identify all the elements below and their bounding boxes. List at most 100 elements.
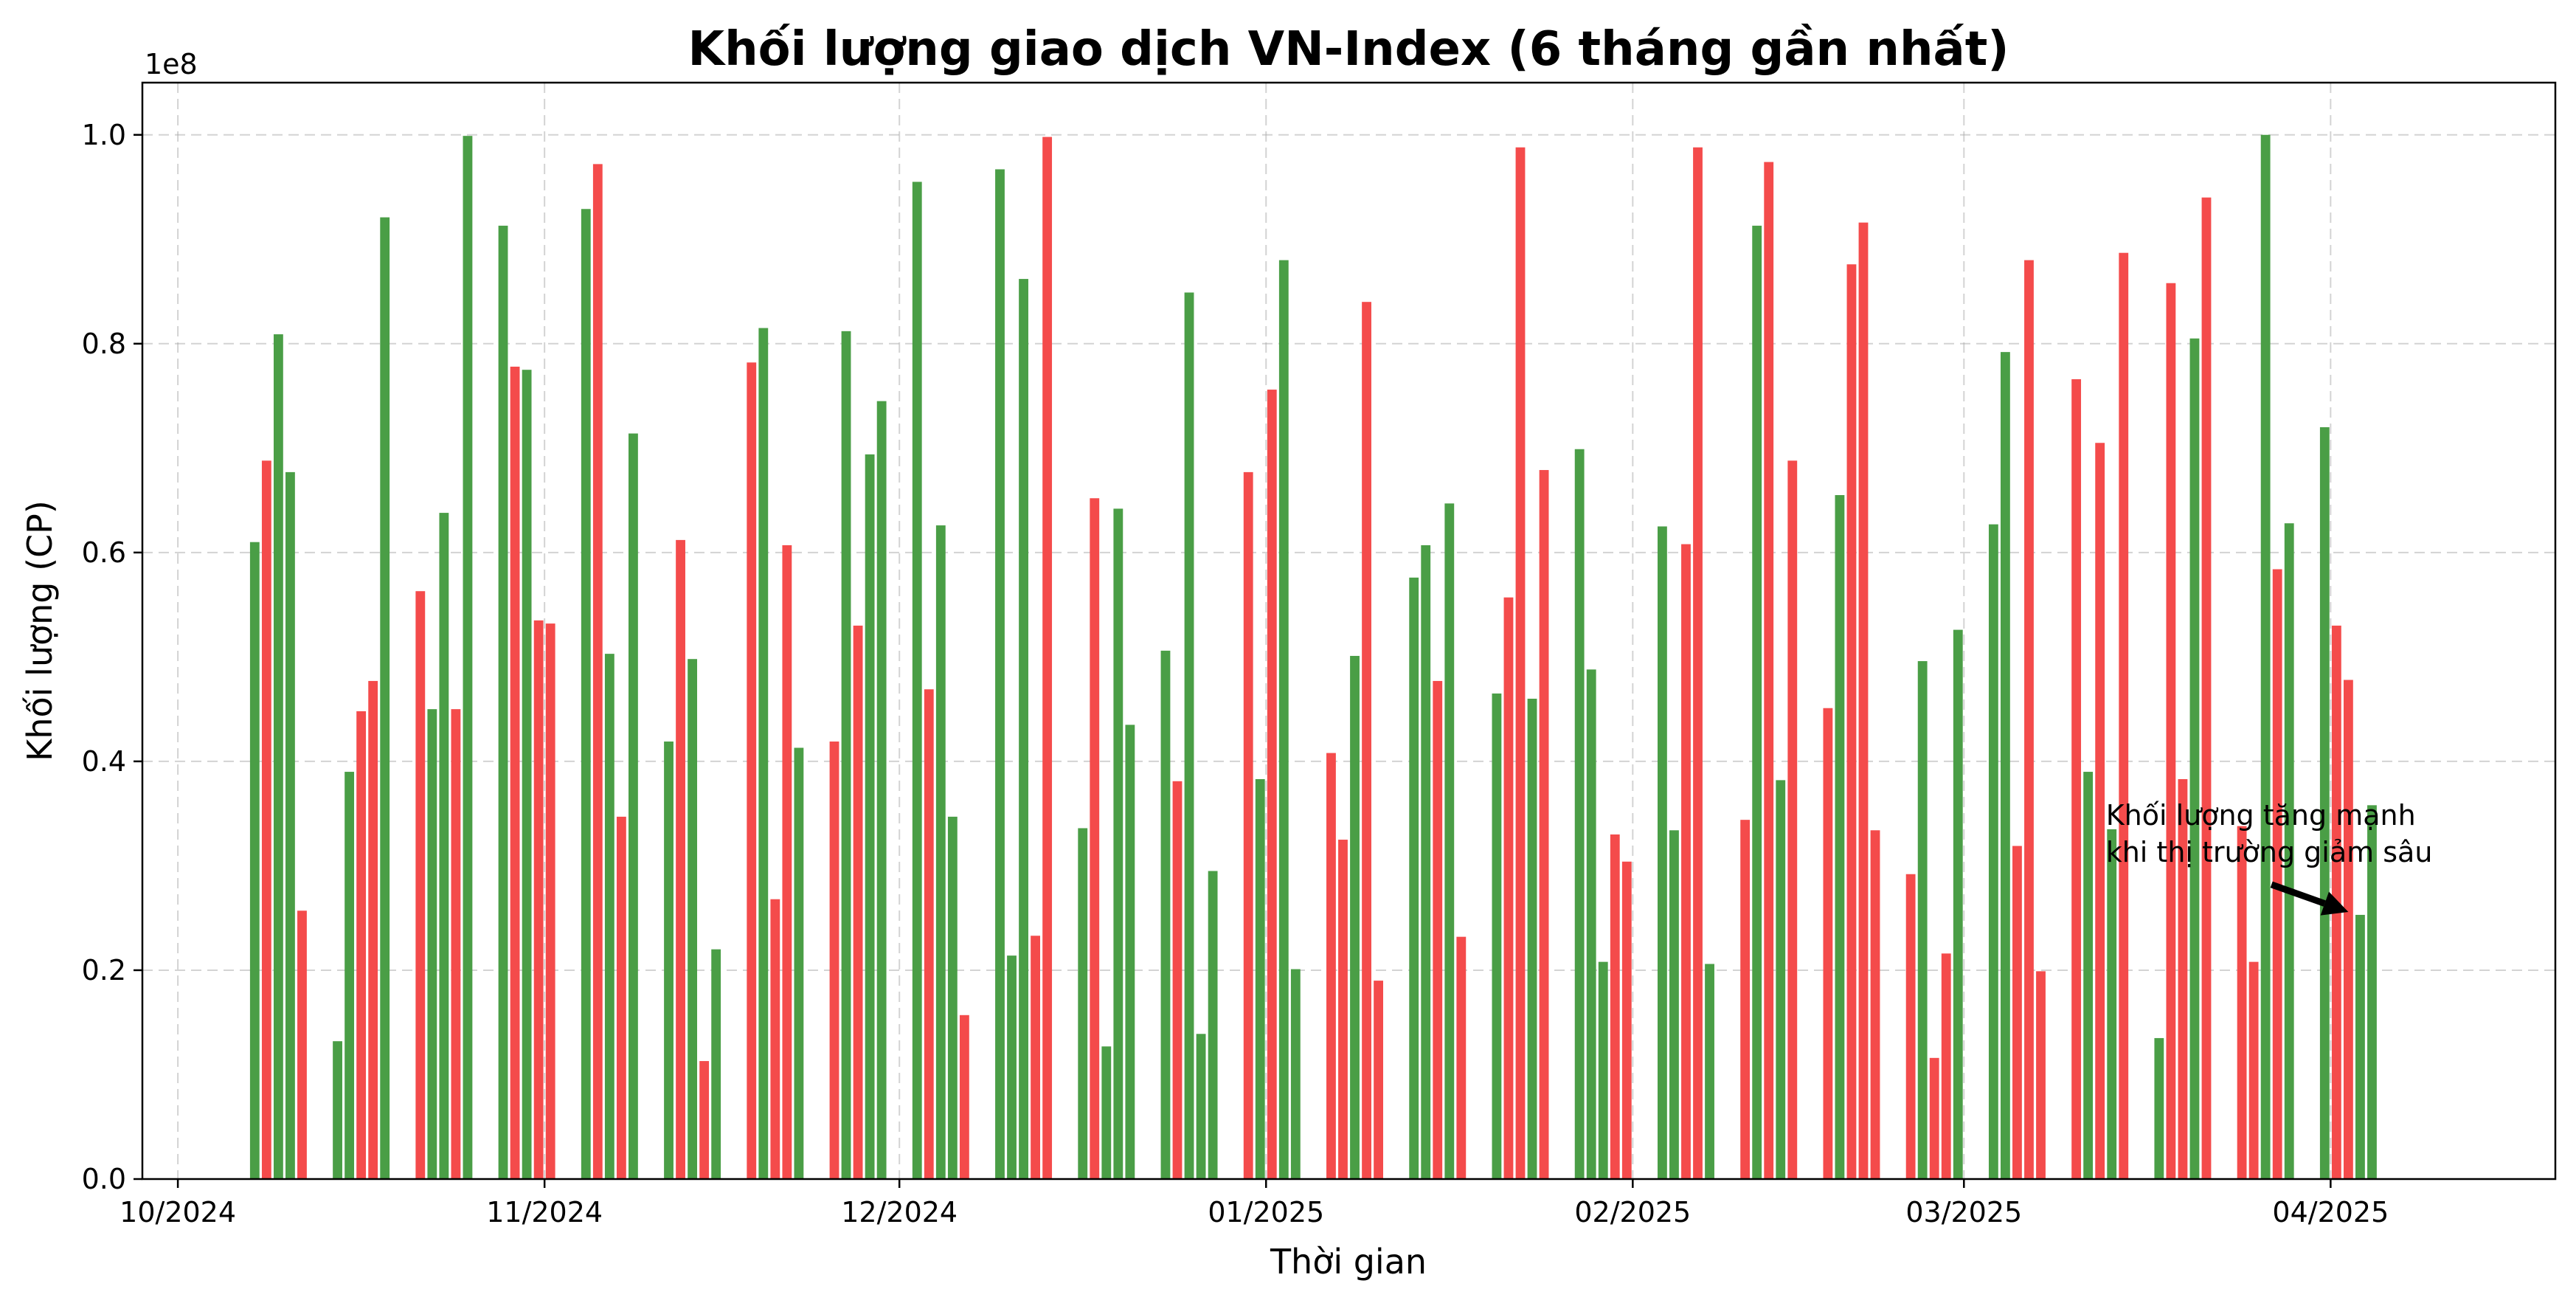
volume-bar <box>758 328 769 1180</box>
volume-bar <box>664 742 674 1179</box>
volume-bar <box>1621 861 1632 1179</box>
volume-bar <box>1184 292 1194 1179</box>
chart-title: Khối lượng giao dịch VN-Index (6 tháng g… <box>688 22 2009 77</box>
volume-bar <box>876 401 887 1179</box>
volume-bar <box>853 625 863 1179</box>
annotation-arrow-head <box>2320 891 2349 916</box>
volume-bar <box>2178 778 2188 1179</box>
volume-bar <box>344 772 355 1179</box>
x-tick-label: 01/2025 <box>1208 1196 1324 1228</box>
volume-bar <box>2201 197 2212 1180</box>
volume-bar <box>1421 545 1431 1179</box>
volume-bar <box>1917 661 1928 1179</box>
volume-bar <box>959 1015 969 1179</box>
volume-bar <box>356 711 367 1179</box>
x-tick-label: 10/2024 <box>120 1196 236 1228</box>
volume-bar <box>794 747 804 1179</box>
volume-bar <box>1433 680 1443 1179</box>
volume-bar <box>995 169 1005 1180</box>
volume-bar <box>747 362 757 1179</box>
volume-bar <box>1764 162 1774 1179</box>
volume-bar <box>782 545 792 1179</box>
volume-bar <box>924 689 934 1179</box>
volume-bar <box>1929 1057 1939 1179</box>
volume-bar <box>1787 460 1798 1179</box>
volume-bar <box>333 1041 342 1179</box>
axis-ticks: 0.0 0.2 0.4 0.6 0.8 1.0 10/2024 11/2024 12/2024 0… <box>82 119 2389 1228</box>
y-tick-label: 0.4 <box>82 745 126 778</box>
volume-bar <box>1208 871 1218 1179</box>
volume-bar <box>2024 260 2034 1180</box>
volume-bar <box>1456 936 1467 1179</box>
annotation-text-line-1: Khối lượng tăng mạnh <box>2106 799 2416 832</box>
volume-bar <box>1362 302 1371 1180</box>
volume-bar <box>1574 449 1585 1179</box>
volume-bar <box>1326 753 1336 1179</box>
volume-bar <box>261 460 271 1179</box>
volume-bar <box>297 910 307 1179</box>
volume-bar <box>2095 443 2105 1179</box>
annotation-text-line-2: khi thị trường giảm sâu <box>2106 836 2433 868</box>
volume-bar <box>2248 961 2259 1179</box>
volume-bar <box>699 1061 710 1179</box>
volume-bar <box>935 525 946 1179</box>
volume-bar <box>1007 955 1017 1179</box>
y-tick-label: 0.2 <box>82 954 126 986</box>
x-tick-label: 11/2024 <box>486 1196 603 1228</box>
volume-bar <box>1835 495 1845 1179</box>
y-tick-label: 0.6 <box>82 536 126 569</box>
volume-bar <box>1374 981 1383 1179</box>
y-axis-label: Khối lượng (CP) <box>20 500 60 761</box>
volume-bar <box>249 542 260 1179</box>
volume-bar <box>1267 390 1277 1179</box>
volume-bar <box>1681 544 1691 1179</box>
annotation-arrow-line <box>2270 881 2326 907</box>
volume-bar <box>2189 338 2200 1179</box>
volume-bar <box>2036 971 2046 1179</box>
volume-bar <box>1503 597 1514 1179</box>
volume-bar <box>592 164 603 1180</box>
volume-bar <box>1243 471 1253 1179</box>
volume-bar <box>770 899 780 1179</box>
volume-bar <box>285 471 295 1179</box>
volume-bar <box>2107 829 2117 1179</box>
plot-frame <box>141 81 2557 1181</box>
volume-bar <box>1823 708 1833 1179</box>
volume-bar <box>1090 498 1100 1179</box>
volume-bar <box>1527 698 1537 1179</box>
volume-bar <box>1492 693 1502 1179</box>
volume-bar <box>829 742 839 1179</box>
volume-bar <box>1693 147 1703 1180</box>
volume-bar <box>676 539 685 1179</box>
volume-bar <box>688 659 698 1179</box>
volume-bar <box>2083 772 2094 1179</box>
volume-bar <box>711 949 721 1179</box>
volume-bar <box>1598 961 1608 1179</box>
volume-bar <box>380 217 390 1180</box>
volume-bar <box>1858 222 1869 1180</box>
x-tick-label: 04/2025 <box>2272 1196 2389 1228</box>
volume-bar <box>1846 264 1857 1179</box>
volume-bar <box>1078 828 1088 1179</box>
volume-bar <box>273 334 283 1179</box>
volume-bar <box>865 454 875 1179</box>
volume-bar <box>1290 969 1301 1179</box>
volume-bars <box>249 134 2377 1180</box>
volume-bar <box>2237 826 2247 1179</box>
volume-bar <box>1338 840 1348 1179</box>
volume-bar <box>498 225 508 1180</box>
volume-bar <box>463 136 473 1180</box>
volume-bar <box>451 709 461 1179</box>
volume-bar <box>368 680 378 1179</box>
x-axis-label: Thời gian <box>1270 1242 1427 1282</box>
volume-bar <box>2260 134 2271 1179</box>
volume-bar <box>2071 379 2082 1179</box>
volume-bar <box>2154 1037 2164 1179</box>
volume-bar <box>1042 136 1053 1179</box>
volume-bar <box>1705 964 1714 1179</box>
volume-bar <box>1444 503 1455 1179</box>
volume-bar <box>604 654 614 1179</box>
volume-bar <box>616 816 626 1179</box>
y-tick-label: 1.0 <box>82 119 126 151</box>
y-offset-label: 1e8 <box>145 48 198 80</box>
